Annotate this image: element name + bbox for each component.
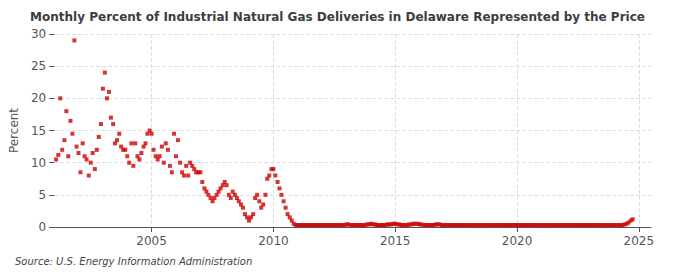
svg-text:10: 10 — [31, 156, 46, 170]
svg-text:15: 15 — [31, 124, 46, 138]
svg-text:2025: 2025 — [624, 234, 655, 248]
svg-text:Source: U.S. Energy Informatio: Source: U.S. Energy Information Administ… — [15, 256, 252, 267]
svg-text:2015: 2015 — [380, 234, 411, 248]
svg-text:Percent: Percent — [7, 108, 21, 153]
svg-text:20: 20 — [31, 91, 46, 105]
svg-text:0: 0 — [39, 220, 47, 234]
svg-text:2020: 2020 — [502, 234, 533, 248]
svg-text:Monthly Percent of Industrial: Monthly Percent of Industrial Natural Ga… — [30, 10, 645, 24]
svg-text:25: 25 — [31, 59, 46, 73]
svg-text:30: 30 — [31, 27, 46, 41]
svg-text:5: 5 — [39, 188, 47, 202]
svg-text:2005: 2005 — [136, 234, 167, 248]
svg-text:2010: 2010 — [258, 234, 289, 248]
